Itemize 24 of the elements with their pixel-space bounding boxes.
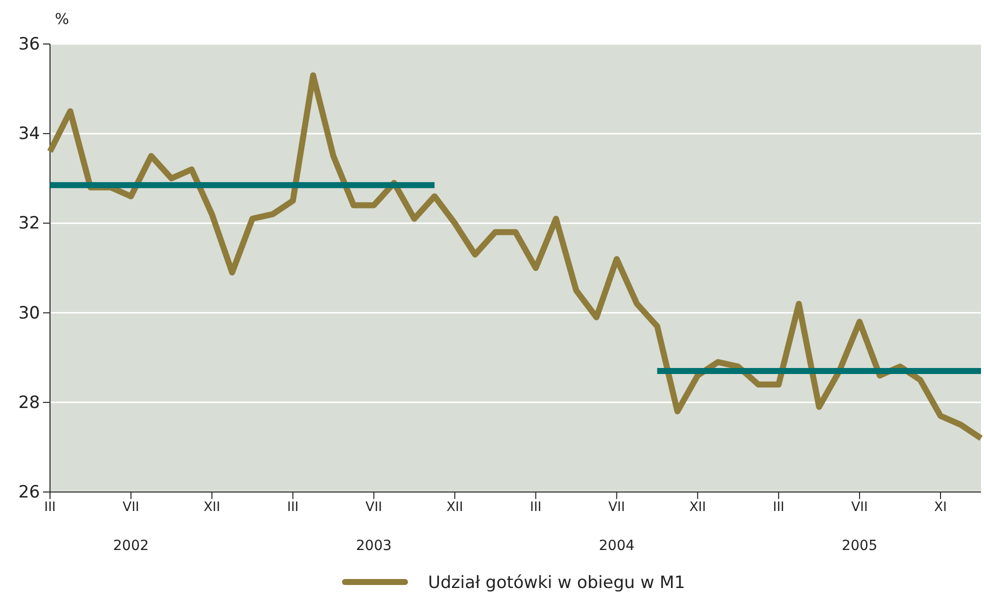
x-tick-label: XII bbox=[689, 500, 706, 516]
x-tick-label: III bbox=[287, 500, 299, 516]
x-tick-label: III bbox=[530, 500, 542, 516]
x-tick-label: III bbox=[44, 500, 56, 516]
x-tick-label: VII bbox=[851, 500, 868, 516]
x-tick-label: XII bbox=[204, 500, 220, 516]
text: 2005 bbox=[842, 538, 878, 554]
y-tick-label: 30 bbox=[18, 303, 40, 324]
x-tick-label: XI bbox=[934, 500, 947, 516]
x-tick-label: XII bbox=[446, 500, 464, 516]
x-tick-label: VII bbox=[366, 500, 382, 516]
x-tick-label: VII bbox=[608, 500, 625, 516]
y-tick-label: 32 bbox=[18, 214, 40, 234]
y-axis-title: % bbox=[54, 10, 70, 28]
text: 2002 bbox=[113, 538, 149, 554]
y-tick-label: 36 bbox=[18, 34, 40, 54]
legend-label: Udział gotówki w obiegu w M1 bbox=[428, 573, 686, 593]
y-tick-label: 28 bbox=[18, 392, 40, 413]
y-tick-label: 34 bbox=[18, 124, 40, 144]
x-tick-label: VII bbox=[122, 500, 140, 516]
x-tick-label: III bbox=[772, 500, 784, 516]
text: 2004 bbox=[598, 538, 635, 554]
y-tick-label: 26 bbox=[18, 482, 40, 502]
text: 2003 bbox=[356, 538, 392, 554]
